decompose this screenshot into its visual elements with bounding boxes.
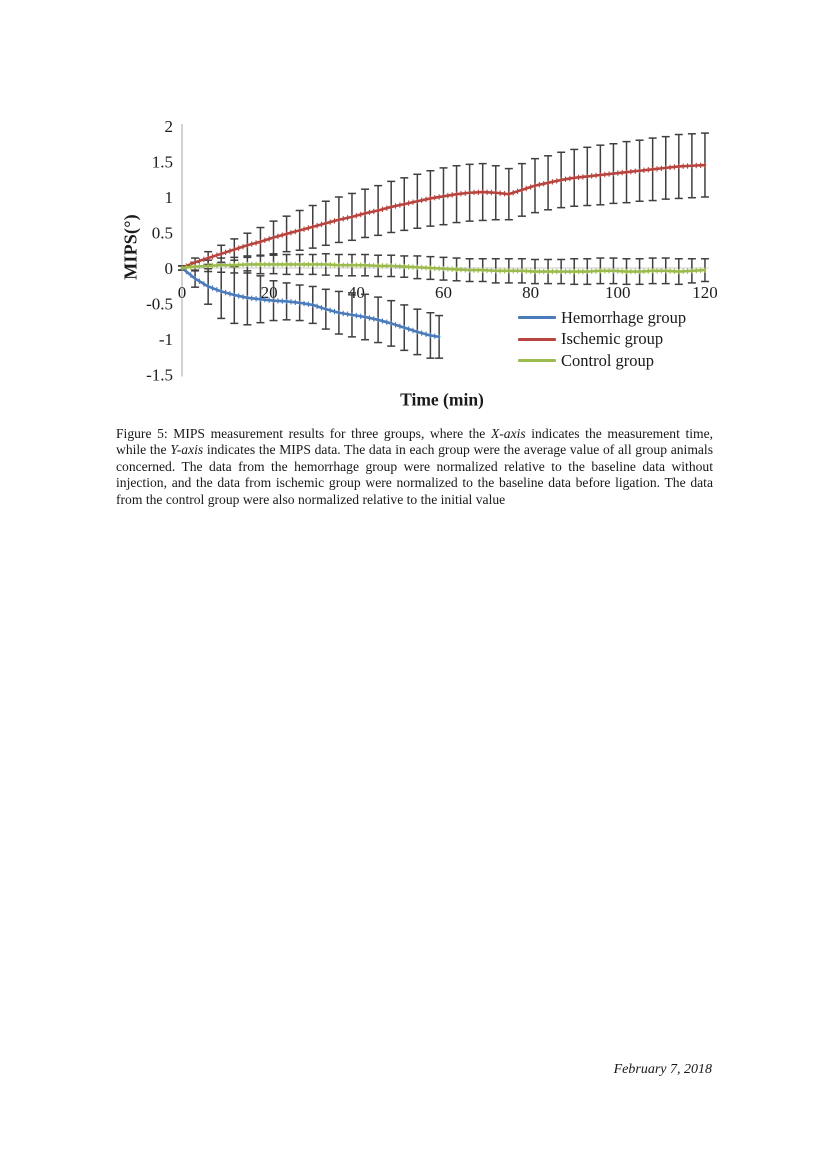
legend-label: Control group — [561, 350, 655, 370]
page-date: February 7, 2018 — [613, 1062, 712, 1077]
legend-item-control-group: Control group — [518, 350, 686, 372]
chart-plot-area: -1.5-1-0.500.511.520 20 40 60 80 100 120 — [146, 117, 718, 385]
caption-text-2: indicates the measurement time, while th… — [116, 426, 713, 458]
y-tick-label: 2 — [165, 117, 174, 136]
x-tick-label: 0 — [178, 283, 187, 302]
legend-label: Ischemic group — [561, 329, 664, 349]
y-tick-label: -0.5 — [146, 295, 173, 314]
error-bars-hemorrhage-group — [178, 263, 444, 359]
legend-item-ischemic-group: Ischemic group — [518, 329, 686, 351]
y-tick-label: 1.5 — [152, 153, 173, 172]
legend-label: Hemorrhage group — [561, 307, 687, 327]
x-tick-label: 100 — [605, 283, 631, 302]
y-axis-title: MIPS(°) — [120, 214, 141, 280]
series-control-group — [180, 261, 707, 275]
y-tick-labels: -1.5 -1 -0.5 0 0.5 1 1.5 2 — [146, 117, 173, 385]
series-line — [180, 266, 441, 339]
series-line — [180, 263, 707, 273]
legend-line-swatch — [518, 337, 556, 341]
y-tick-label: -1.5 — [146, 366, 173, 385]
legend-line-swatch — [518, 359, 556, 363]
caption-text-3: indicates the MIPS data. The data in eac… — [116, 442, 713, 507]
x-tick-label: 80 — [522, 283, 539, 302]
x-tick-label: 120 — [692, 283, 718, 302]
y-tick-label: 0.5 — [152, 224, 173, 243]
y-tick-label: 0 — [165, 259, 174, 278]
error-bars-ischemic-group — [178, 132, 709, 271]
caption-text-1: Figure 5: MIPS measurement results for t… — [116, 426, 491, 441]
x-axis-title: Time (min) — [400, 389, 484, 410]
caption-italic-y-axis: Y-axis — [170, 442, 204, 458]
y-tick-label: 1 — [165, 188, 174, 207]
series-line — [180, 163, 707, 270]
x-tick-label: 60 — [435, 283, 452, 302]
series-ischemic-group — [180, 162, 707, 271]
y-tick-label: -1 — [159, 330, 173, 349]
legend-line-swatch — [518, 316, 556, 320]
caption-italic-x-axis: X-axis — [490, 426, 526, 441]
figure-caption: Figure 5: MIPS measurement results for t… — [116, 426, 713, 508]
legend-item-hemorrhage-group: Hemorrhage group — [518, 307, 686, 329]
figure-5-chart: -1.5 -1 -0.5 0 0.5 1 1.5 2 0 20 40 60 80 100 120 MIPS(… — [110, 105, 730, 427]
chart-legend: Hemorrhage group Ischemic group Control gr… — [518, 307, 686, 372]
